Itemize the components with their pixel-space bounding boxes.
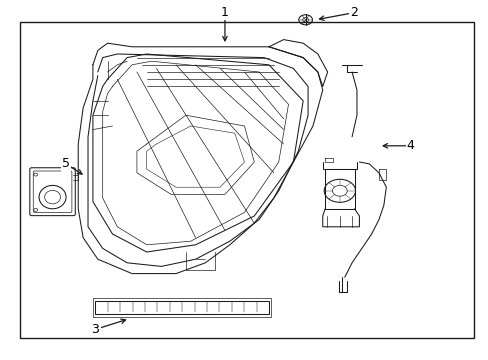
Text: 1: 1 (221, 6, 228, 19)
Text: 3: 3 (91, 323, 99, 336)
Text: 5: 5 (62, 157, 70, 170)
Bar (95, 301, 268, 314)
Text: 2: 2 (350, 6, 358, 19)
Bar (93, 298, 271, 317)
Text: 4: 4 (406, 139, 414, 152)
Bar (20, 22, 473, 338)
